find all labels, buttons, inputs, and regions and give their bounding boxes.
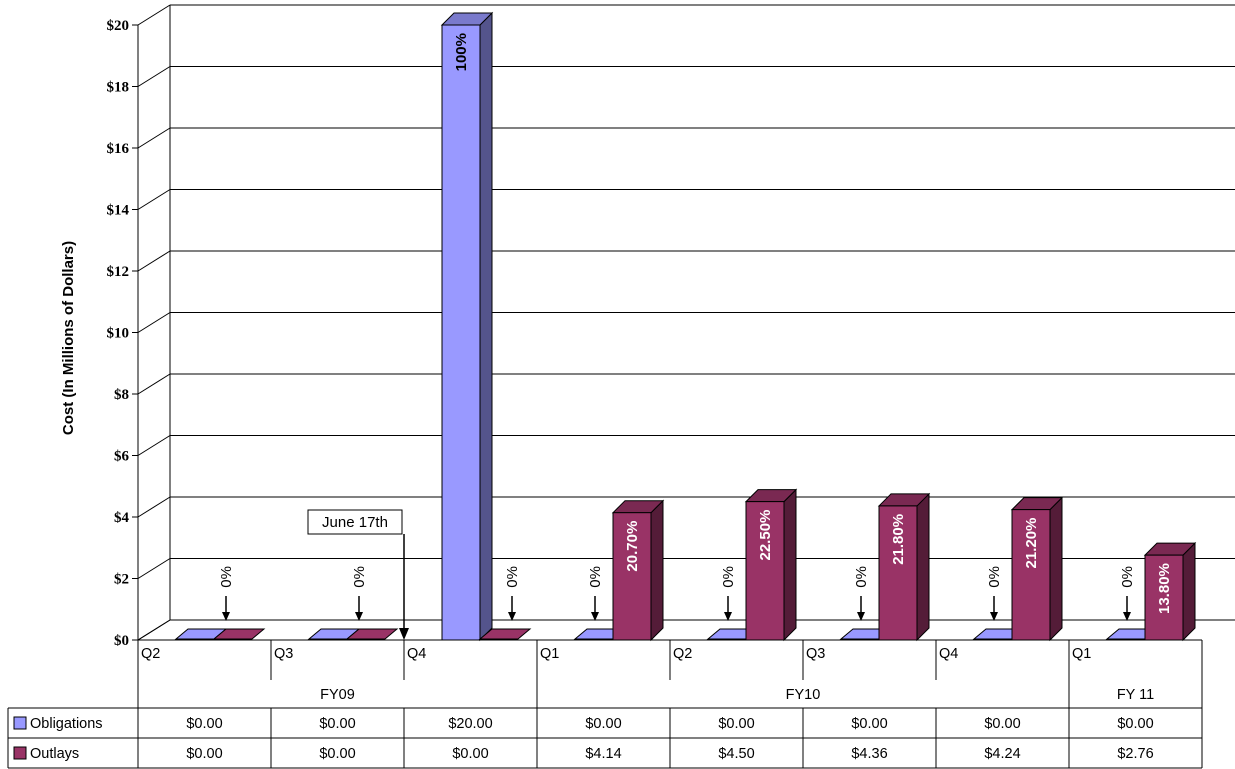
table-cell: $0.00: [851, 716, 887, 732]
svg-text:0%: 0%: [1119, 566, 1136, 588]
legend-entry-obligations: Obligations: [13, 716, 103, 732]
data-table: Q2 Q3 Q4 Q1 Q2 Q3 Q4 Q1 FY09 FY10 FY 11 Obligations…: [7, 639, 1203, 769]
table-cell: $0.00: [718, 716, 754, 732]
y-tick-label: $14: [107, 203, 130, 219]
gridline: [137, 4, 1235, 26]
x-tick-label: Q4: [939, 646, 958, 662]
gridline: [137, 250, 1235, 272]
table-cell: $20.00: [448, 716, 492, 732]
bar-outlays-1: [345, 628, 399, 640]
svg-text:Obligations: Obligations: [30, 716, 103, 732]
x-tick-label: Q1: [1072, 646, 1091, 662]
bar-obligations-2: [440, 11, 494, 642]
table-cell: $0.00: [319, 716, 355, 732]
svg-text:0%: 0%: [504, 566, 521, 588]
gridline: [137, 558, 1235, 579]
gridline: [137, 127, 1235, 149]
zero-label: 0%: [853, 566, 870, 621]
gridline: [137, 312, 1235, 333]
table-cell: $0.00: [186, 716, 222, 732]
svg-text:0%: 0%: [720, 566, 737, 588]
data-labels: 100% 20.70% 22.50% 21.80% 21.20% 13.80% 0% 0% 0%…: [218, 33, 1173, 640]
x-tick-label: Q1: [540, 646, 559, 662]
group-label: FY10: [786, 687, 821, 703]
table-cell: $4.50: [718, 746, 754, 762]
gridlines: [137, 4, 1235, 641]
gridline: [137, 496, 1235, 518]
table-cell: $0.00: [186, 746, 222, 762]
y-tick-label: $4: [114, 510, 130, 526]
data-label: 20.70%: [624, 521, 641, 572]
y-tick-label: $8: [114, 387, 129, 403]
zero-label: 0%: [1119, 566, 1136, 621]
y-axis: $0 $2 $4 $6 $8 $10 $12 $14 $16 $18 $20: [107, 18, 139, 649]
bar-outlays-5: [877, 492, 931, 642]
table-cell: $0.00: [585, 716, 621, 732]
zero-label: 0%: [587, 566, 604, 621]
bar-outlays-0: [212, 628, 266, 640]
svg-text:0%: 0%: [853, 566, 870, 588]
table-cell: $2.76: [1117, 746, 1153, 762]
group-label: FY09: [320, 687, 355, 703]
annotation-june-17th: June 17th: [307, 509, 409, 640]
zero-label: 0%: [504, 566, 521, 621]
zero-label: 0%: [986, 566, 1003, 621]
y-tick-label: $10: [107, 326, 130, 342]
table-cell: $0.00: [319, 746, 355, 762]
legend-entry-outlays: Outlays: [13, 746, 79, 762]
table-cell: $0.00: [984, 716, 1020, 732]
bar-outlays-2: [478, 628, 532, 640]
y-tick-label: $20: [107, 18, 130, 34]
data-label: 21.80%: [890, 514, 907, 565]
table-cell: $4.14: [585, 746, 621, 762]
svg-text:0%: 0%: [587, 566, 604, 588]
floor-edge: [137, 619, 171, 641]
gridline: [137, 435, 1235, 456]
x-tick-label: Q2: [673, 646, 692, 662]
svg-text:0%: 0%: [351, 566, 368, 588]
y-tick-label: $18: [107, 80, 130, 96]
svg-text:Outlays: Outlays: [30, 746, 79, 762]
y-tick-label: $0: [114, 633, 129, 649]
table-cell: $0.00: [1117, 716, 1153, 732]
bar-outlays-7: [1143, 541, 1197, 642]
y-tick-label: $12: [107, 264, 130, 280]
table-cell: $4.36: [851, 746, 887, 762]
annotation-text: June 17th: [322, 514, 388, 531]
gridline: [137, 66, 1235, 87]
table-cell: $4.24: [984, 746, 1020, 762]
svg-text:0%: 0%: [218, 566, 235, 588]
y-tick-label: $16: [107, 141, 130, 157]
group-label: FY 11: [1117, 687, 1154, 703]
data-label: 100%: [453, 33, 470, 71]
data-label: 21.20%: [1023, 518, 1040, 569]
zero-label: 0%: [218, 566, 235, 621]
zero-label: 0%: [351, 566, 368, 621]
x-tick-label: Q3: [274, 646, 293, 662]
bars: [174, 11, 1197, 642]
svg-text:0%: 0%: [986, 566, 1003, 588]
gridline: [137, 373, 1235, 395]
bar-outlays-6: [1010, 496, 1064, 642]
gridline: [137, 189, 1235, 210]
x-tick-label: Q2: [141, 646, 160, 662]
data-label: 22.50%: [757, 510, 774, 561]
y-tick-label: $2: [114, 572, 129, 588]
table-cell: $0.00: [452, 746, 488, 762]
y-tick-label: $6: [114, 449, 130, 465]
data-label: 13.80%: [1156, 563, 1173, 614]
zero-label: 0%: [720, 566, 737, 621]
bar-outlays-3: [611, 499, 665, 642]
y-axis-label: Cost (In Millions of Dollars): [60, 241, 77, 435]
x-tick-label: Q4: [407, 646, 426, 662]
gridline: [137, 619, 1235, 641]
bar-outlays-4: [744, 488, 798, 642]
x-tick-label: Q3: [806, 646, 825, 662]
